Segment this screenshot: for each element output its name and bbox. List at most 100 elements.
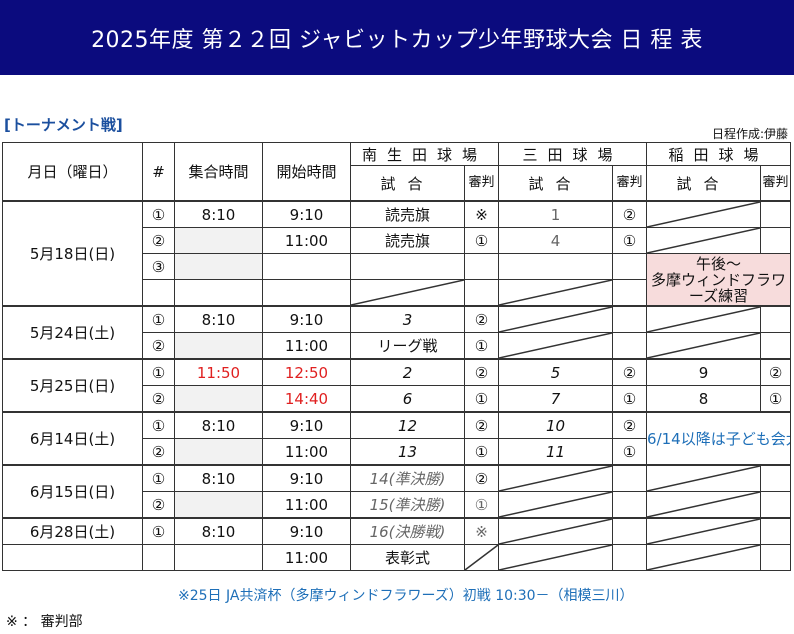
game-cell: 7 bbox=[498, 385, 614, 413]
match-num: ① bbox=[142, 358, 175, 386]
section-label: [トーナメント戦] bbox=[4, 116, 123, 134]
game-cell bbox=[498, 253, 614, 280]
empty-game-cell bbox=[498, 544, 614, 571]
ref-cell bbox=[760, 200, 792, 228]
gather-time: 8:10 bbox=[174, 200, 263, 228]
ref-cell bbox=[612, 332, 648, 360]
ref-cell bbox=[612, 253, 648, 280]
ref-cell bbox=[612, 544, 648, 571]
empty-game-cell bbox=[646, 517, 762, 545]
game-cell: 読売旗 bbox=[350, 227, 465, 254]
ref-cell: ① bbox=[612, 438, 648, 466]
ref-cell: ② bbox=[612, 411, 648, 439]
ref-cell bbox=[463, 544, 500, 571]
ref-cell: ② bbox=[463, 305, 500, 333]
match-num: ② bbox=[142, 438, 175, 466]
empty-game-cell bbox=[498, 279, 614, 307]
table-row: ③ 午後～ 多摩ウィンドフラワーズ練習 bbox=[3, 253, 792, 307]
match-num: ② bbox=[142, 385, 175, 413]
table-row: 6月15日(日) ① 8:10 9:10 14(準決勝) ② bbox=[2, 464, 792, 519]
game-cell: 4 bbox=[498, 227, 614, 254]
match-num bbox=[142, 544, 175, 571]
ref-cell bbox=[760, 332, 792, 360]
date-cell bbox=[2, 544, 143, 571]
ref-cell: ① bbox=[463, 332, 500, 360]
game-cell: 16(決勝戦) bbox=[350, 517, 465, 545]
ref-cell bbox=[760, 227, 792, 254]
match-num: ① bbox=[142, 411, 175, 439]
header-gather: 集合時間 bbox=[174, 142, 263, 202]
start-time: 9:10 bbox=[262, 411, 351, 439]
ref-cell: ② bbox=[612, 200, 648, 228]
ref-cell bbox=[760, 517, 792, 545]
start-time: 12:50 bbox=[262, 358, 351, 386]
ref-cell: ② bbox=[463, 464, 500, 492]
empty-game-cell bbox=[646, 491, 762, 519]
empty-game-cell bbox=[646, 200, 762, 228]
ref-cell bbox=[612, 517, 648, 545]
table-row bbox=[3, 279, 791, 307]
match-num: ③ bbox=[142, 253, 175, 280]
creator-label: 日程作成:伊藤 bbox=[711, 127, 788, 141]
gather-time: 8:10 bbox=[174, 411, 263, 439]
ref-cell bbox=[760, 491, 792, 519]
gather-time bbox=[174, 253, 263, 280]
table-row: 5月24日(土) ① 8:10 9:10 3 ② bbox=[2, 305, 792, 360]
start-time bbox=[262, 253, 351, 280]
match-num bbox=[142, 279, 175, 307]
ref-cell: ② bbox=[463, 411, 500, 439]
match-num: ② bbox=[142, 227, 175, 254]
header-venue-mita: 三田球場 bbox=[498, 142, 648, 166]
game-cell: 11 bbox=[498, 438, 614, 466]
gather-time bbox=[174, 385, 263, 413]
date-cell: 6月14日(土) bbox=[2, 411, 143, 466]
schedule-table: 月日（曜日） # 集合時間 開始時間 南生田球場 三田球場 稲田球場 試合 審判… bbox=[2, 142, 792, 571]
ref-cell: ① bbox=[463, 491, 500, 519]
game-cell: 8 bbox=[646, 385, 762, 413]
date-cell: 5月18日(日) bbox=[2, 200, 143, 307]
empty-game-cell bbox=[498, 305, 614, 333]
ref-cell bbox=[612, 491, 648, 519]
game-cell: 13 bbox=[350, 438, 465, 466]
header-ref: 審判 bbox=[760, 165, 792, 202]
date-cell: 6月15日(日) bbox=[2, 464, 143, 519]
empty-game-cell bbox=[498, 491, 614, 519]
table-row: 5月25日(日) ① 11:50 12:50 2 ② 5 ② 9 ② bbox=[2, 358, 792, 413]
ref-cell: ① bbox=[612, 385, 648, 413]
gather-time bbox=[174, 491, 263, 519]
ref-cell: ② bbox=[463, 358, 500, 386]
table-row: ② 14:40 6 ① 7 ① 8 ① bbox=[3, 385, 792, 413]
start-time: 14:40 bbox=[262, 385, 351, 413]
header-venue-inada: 稲田球場 bbox=[646, 142, 792, 166]
game-cell: 9 bbox=[646, 358, 762, 386]
match-num: ① bbox=[142, 305, 175, 333]
empty-game-cell bbox=[646, 227, 762, 254]
gather-time bbox=[174, 279, 263, 307]
game-cell: 10 bbox=[498, 411, 614, 439]
table-row: 6月28日(土) ① 8:10 9:10 16(決勝戦) ※ bbox=[2, 517, 792, 545]
match-num: ② bbox=[142, 332, 175, 360]
start-time: 9:10 bbox=[262, 200, 351, 228]
game-cell: リーグ戦 bbox=[350, 332, 465, 360]
match-num: ① bbox=[142, 200, 175, 228]
game-cell: 15(準決勝) bbox=[350, 491, 465, 519]
empty-game-cell bbox=[498, 464, 614, 492]
ref-cell: ① bbox=[463, 385, 500, 413]
game-cell: 12 bbox=[350, 411, 465, 439]
header-ref: 審判 bbox=[612, 165, 648, 202]
game-cell: 3 bbox=[350, 305, 465, 333]
start-time: 9:10 bbox=[262, 464, 351, 492]
footer-note-legend: ※ ： 審判部 bbox=[6, 614, 83, 630]
ref-cell: ① bbox=[463, 438, 500, 466]
ref-cell bbox=[760, 305, 792, 333]
ref-cell bbox=[612, 305, 648, 333]
practice-note: 午後～ 多摩ウィンドフラワーズ練習 bbox=[646, 253, 792, 307]
start-time: 11:00 bbox=[262, 491, 351, 519]
start-time bbox=[262, 279, 351, 307]
empty-game-cell bbox=[646, 332, 762, 360]
ref-cell: ※ bbox=[463, 200, 500, 228]
game-cell: 2 bbox=[350, 358, 465, 386]
game-cell: 表彰式 bbox=[350, 544, 465, 571]
header-game: 試合 bbox=[350, 165, 465, 202]
ref-cell: ※ bbox=[463, 517, 500, 545]
